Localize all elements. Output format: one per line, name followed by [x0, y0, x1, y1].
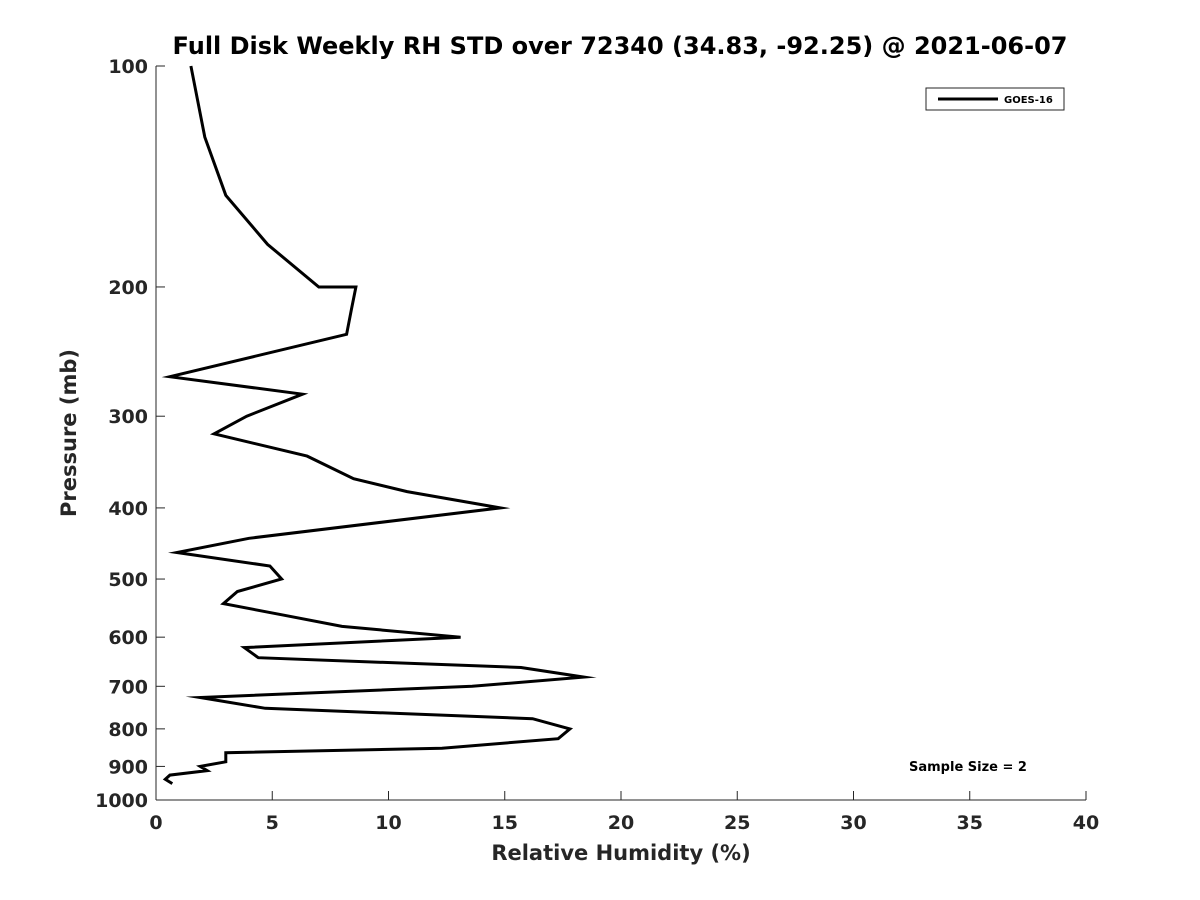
- y-tick-label: 300: [108, 406, 148, 428]
- x-axis-label: Relative Humidity (%): [491, 841, 750, 865]
- x-tick-label: 15: [492, 812, 518, 834]
- legend-label-goes-16: GOES-16: [1004, 95, 1053, 106]
- x-tick-label: 0: [149, 812, 162, 834]
- series-group: [161, 65, 597, 785]
- y-tick-label: 700: [108, 676, 148, 698]
- y-tick-label: 200: [108, 277, 148, 299]
- y-tick-label: 400: [108, 498, 148, 520]
- x-tick-label: 40: [1073, 812, 1099, 834]
- x-tick-label: 30: [840, 812, 866, 834]
- y-tick-label: 1000: [95, 790, 148, 812]
- y-ticks: 100 200 300 400 500 600 700 800 900 1000: [95, 56, 165, 812]
- y-tick-label: 100: [108, 56, 148, 78]
- x-tick-label: 20: [608, 812, 634, 834]
- y-tick-label: 600: [108, 627, 148, 649]
- y-axis-label: Pressure (mb): [57, 349, 81, 517]
- legend: GOES-16: [925, 87, 1065, 111]
- y-tick-label: 800: [108, 719, 148, 741]
- x-tick-label: 5: [266, 812, 279, 834]
- y-tick-label: 500: [108, 569, 148, 591]
- x-tick-label: 25: [724, 812, 750, 834]
- sample-size-note: Sample Size = 2: [909, 760, 1027, 775]
- x-tick-label: 10: [375, 812, 401, 834]
- x-tick-label: 35: [957, 812, 983, 834]
- chart-title: Full Disk Weekly RH STD over 72340 (34.8…: [173, 32, 1068, 60]
- x-ticks: 0 5 10 15 20 25 30 35 40: [149, 791, 1099, 834]
- y-tick-label: 900: [108, 756, 148, 778]
- series-line-goes-16: [161, 65, 597, 785]
